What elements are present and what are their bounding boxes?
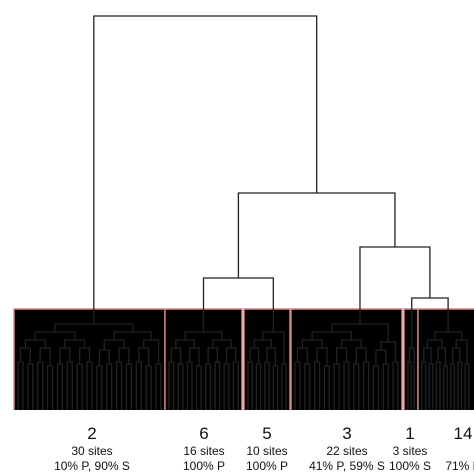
cluster-2-number: 2 [87, 424, 97, 443]
dendrogram-branches [17, 15, 470, 410]
cluster-1-sites: 3 sites [392, 444, 428, 458]
cluster-3-number: 3 [342, 424, 352, 443]
cluster-3-composition: 41% P, 59% S [309, 459, 385, 473]
cluster-14-number: 14 [453, 424, 473, 443]
branch-right-group [237, 192, 396, 278]
cluster-6-sites: 16 sites [183, 444, 225, 458]
cluster-1-composition: 100% S [388, 459, 432, 473]
cluster-2-sites: 30 sites [71, 444, 113, 458]
cluster-2-composition: 10% P, 90% S [54, 459, 130, 473]
cluster-14-composition: 71% P [445, 459, 474, 473]
cluster-3-sites: 22 sites [326, 444, 368, 458]
cluster-1-number: 1 [405, 424, 415, 443]
cluster-5-composition: 100% P [245, 459, 289, 473]
cluster-5-sites: 10 sites [246, 444, 288, 458]
root-branch [93, 15, 318, 324]
cluster-6-composition: 100% P [182, 459, 226, 473]
cluster-6-number: 6 [199, 424, 209, 443]
cluster-5-number: 5 [262, 424, 272, 443]
